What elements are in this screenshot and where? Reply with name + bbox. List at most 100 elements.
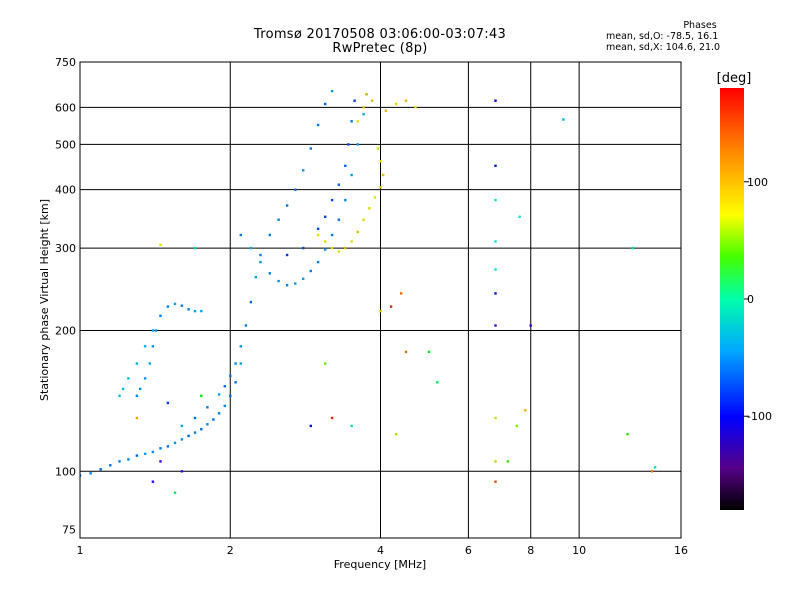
data-point	[344, 164, 347, 167]
data-point	[324, 102, 327, 106]
data-point	[268, 233, 271, 237]
data-point	[173, 302, 177, 306]
data-point	[285, 204, 289, 207]
data-point	[121, 387, 125, 391]
data-point	[127, 377, 130, 380]
data-point	[285, 253, 289, 257]
data-point	[268, 272, 271, 275]
data-point	[80, 474, 82, 477]
data-point	[494, 460, 497, 463]
data-point	[217, 412, 221, 415]
data-point	[173, 441, 177, 445]
data-point	[395, 102, 398, 106]
data-point	[127, 458, 130, 461]
data-point	[229, 394, 232, 397]
data-point	[362, 218, 365, 221]
data-point	[362, 106, 365, 109]
stats-heading: Phases	[683, 20, 717, 31]
data-point	[187, 434, 190, 438]
data-point	[324, 362, 327, 365]
data-point	[135, 454, 139, 457]
data-point	[330, 198, 334, 202]
data-point	[347, 143, 350, 146]
data-point	[193, 416, 197, 420]
data-point	[99, 468, 102, 471]
data-point	[109, 464, 112, 467]
data-point	[193, 246, 197, 250]
data-point	[316, 123, 320, 127]
x-tick-label: 4	[377, 544, 384, 557]
y-tick-label: 400	[55, 184, 76, 197]
data-point	[350, 120, 353, 123]
data-point	[309, 269, 312, 273]
chart-subtitle: RwPretec (8p)	[332, 41, 428, 56]
data-point	[653, 466, 657, 469]
data-point	[118, 394, 121, 397]
stats-o-line: mean, sd,O: -78.5, 16.1	[606, 31, 719, 42]
data-point	[193, 431, 197, 434]
data-point	[154, 329, 158, 332]
data-point	[200, 428, 203, 431]
x-axis-label: Frequency [MHz]	[334, 558, 426, 571]
data-point	[337, 183, 340, 186]
data-point	[166, 445, 170, 448]
data-point	[180, 424, 184, 428]
x-tick-label: 2	[227, 544, 234, 557]
data-point	[494, 164, 497, 167]
data-point	[277, 218, 280, 221]
data-point	[330, 416, 334, 420]
data-point	[180, 470, 184, 473]
data-point	[330, 233, 334, 237]
data-point	[524, 409, 527, 412]
x-tick-label: 1	[77, 544, 84, 557]
data-point	[316, 233, 320, 237]
data-point	[180, 438, 184, 441]
data-point	[223, 404, 226, 408]
data-point	[143, 377, 147, 380]
data-point	[166, 305, 170, 308]
data-point	[395, 433, 398, 436]
data-point	[494, 480, 497, 483]
data-point	[294, 188, 297, 191]
data-point	[404, 99, 408, 102]
data-point	[151, 329, 155, 332]
data-point	[404, 350, 408, 354]
data-point	[229, 374, 232, 377]
plot-frame	[79, 61, 682, 539]
chart-title: Tromsø 20170508 03:06:00-03:07:43	[253, 27, 507, 42]
data-point	[234, 381, 237, 384]
data-point	[143, 345, 147, 348]
data-point	[382, 173, 385, 177]
data-point	[302, 246, 305, 250]
data-point	[212, 418, 215, 421]
data-point	[187, 308, 190, 311]
data-point	[135, 394, 139, 397]
data-point	[302, 169, 305, 172]
data-point	[344, 198, 347, 202]
data-point	[223, 385, 226, 388]
data-point	[324, 248, 327, 251]
data-point	[344, 246, 347, 250]
data-point	[206, 423, 209, 426]
data-point	[350, 240, 353, 243]
data-point	[494, 268, 497, 271]
data-point	[436, 381, 439, 384]
data-point	[249, 246, 253, 250]
x-tick-label: 16	[674, 544, 688, 557]
data-point	[249, 300, 253, 304]
data-point	[324, 215, 327, 218]
grid-lines	[80, 62, 681, 538]
data-point	[200, 309, 203, 313]
data-point	[494, 99, 497, 102]
data-point	[494, 324, 497, 327]
data-point	[400, 292, 403, 295]
colorbar-tick-label: 100	[747, 176, 768, 189]
data-point	[316, 227, 320, 230]
data-point	[356, 120, 359, 123]
colorbar: [deg] 100 0 -100	[717, 71, 772, 510]
x-tick-label: 6	[465, 544, 472, 557]
data-point	[379, 309, 382, 313]
data-point	[277, 279, 280, 283]
data-point	[350, 173, 353, 177]
